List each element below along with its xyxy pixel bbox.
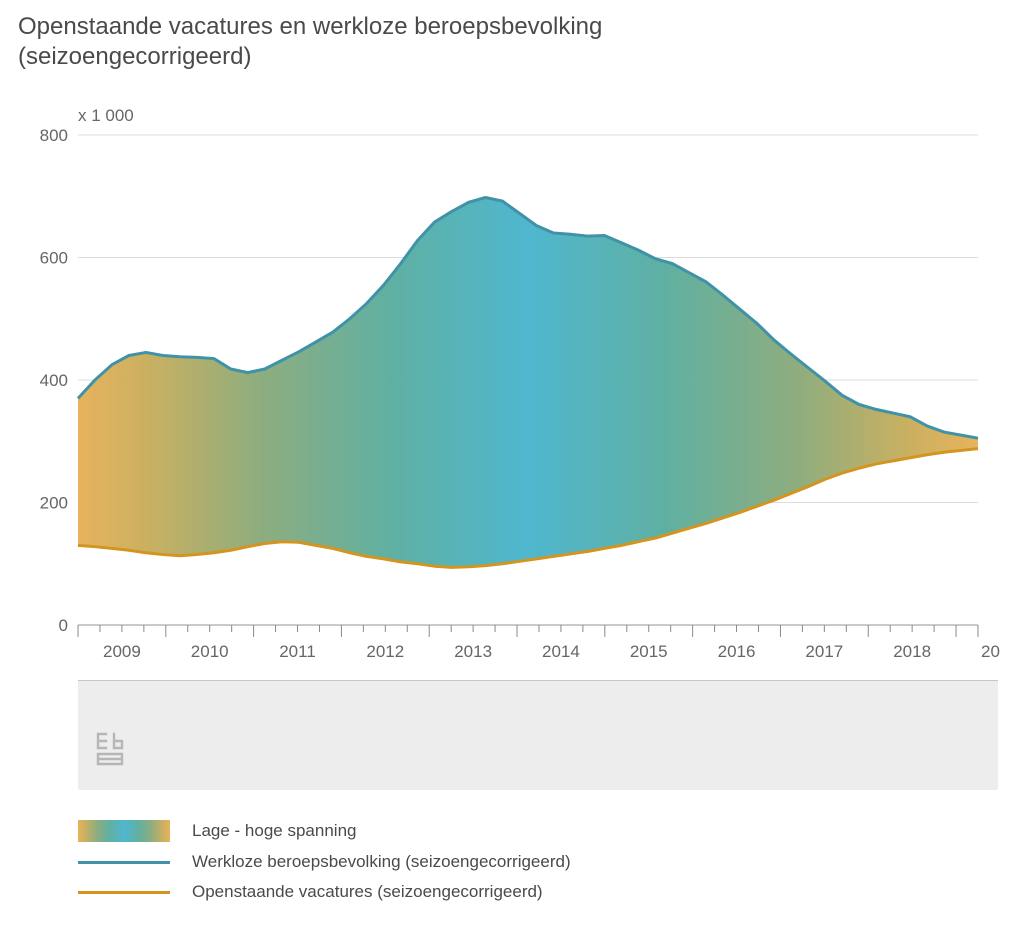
svg-text:2012: 2012 bbox=[366, 642, 404, 661]
legend-label: Openstaande vacatures (seizoengecorrigee… bbox=[192, 882, 543, 902]
svg-text:2009: 2009 bbox=[103, 642, 141, 661]
legend-item-area: Lage - hoge spanning bbox=[78, 820, 571, 842]
cbs-logo bbox=[92, 730, 132, 775]
legend-label: Werkloze beroepsbevolking (seizoengecorr… bbox=[192, 852, 571, 872]
chart-title: Openstaande vacatures en werkloze beroep… bbox=[0, 0, 1024, 72]
timeline-panel bbox=[78, 680, 998, 790]
legend-label: Lage - hoge spanning bbox=[192, 821, 356, 841]
svg-text:200: 200 bbox=[40, 494, 68, 513]
svg-text:2019: 2019 bbox=[981, 642, 1000, 661]
svg-text:600: 600 bbox=[40, 249, 68, 268]
svg-text:2013: 2013 bbox=[454, 642, 492, 661]
chart-area: x 1 000 0 200 400 600 800 2009 2010 2011 2012 2013… bbox=[30, 95, 1000, 675]
legend-item-upper: Werkloze beroepsbevolking (seizoengecorr… bbox=[78, 852, 571, 872]
svg-text:2014: 2014 bbox=[542, 642, 580, 661]
timeline-svg bbox=[78, 680, 998, 790]
legend-line-lower bbox=[78, 891, 170, 894]
svg-text:2017: 2017 bbox=[805, 642, 843, 661]
legend: Lage - hoge spanning Werkloze beroepsbev… bbox=[78, 810, 571, 912]
svg-text:2018: 2018 bbox=[893, 642, 931, 661]
svg-text:0: 0 bbox=[59, 616, 68, 635]
svg-text:400: 400 bbox=[40, 371, 68, 390]
chart-title-line1: Openstaande vacatures en werkloze beroep… bbox=[18, 13, 602, 40]
svg-text:2010: 2010 bbox=[191, 642, 229, 661]
legend-item-lower: Openstaande vacatures (seizoengecorrigee… bbox=[78, 882, 571, 902]
chart-svg: x 1 000 0 200 400 600 800 2009 2010 2011 2012 2013… bbox=[30, 95, 1000, 675]
svg-text:x 1 000: x 1 000 bbox=[78, 106, 134, 125]
legend-line-upper bbox=[78, 861, 170, 864]
svg-text:800: 800 bbox=[40, 126, 68, 145]
chart-title-line2: (seizoengecorrigeerd) bbox=[18, 43, 251, 70]
svg-text:2016: 2016 bbox=[718, 642, 756, 661]
svg-text:2015: 2015 bbox=[630, 642, 668, 661]
legend-swatch-gradient bbox=[78, 820, 170, 842]
svg-text:2011: 2011 bbox=[279, 642, 316, 661]
